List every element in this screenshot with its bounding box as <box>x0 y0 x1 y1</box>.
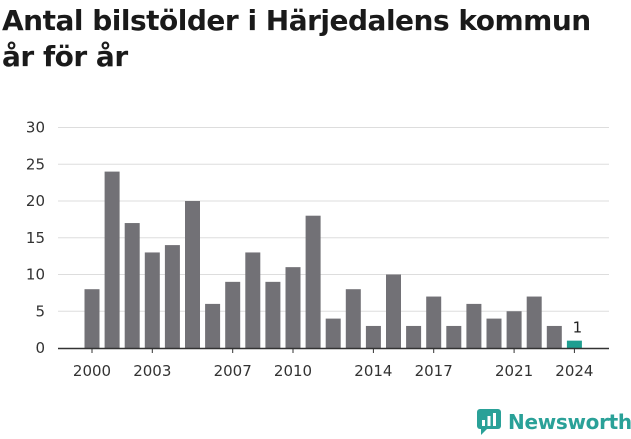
x-tick-label: 2010 <box>274 362 312 380</box>
bar-2009 <box>265 281 281 348</box>
y-tick-label: 10 <box>26 266 45 284</box>
bar-2012 <box>325 318 341 348</box>
x-tick-label: 2014 <box>354 362 392 380</box>
bar-2016 <box>406 325 422 348</box>
bar-2001 <box>104 171 120 348</box>
y-tick-label: 0 <box>35 339 45 357</box>
x-tick-label: 2021 <box>495 362 533 380</box>
data-label-2024: 1 <box>573 319 583 337</box>
chart-title: Antal bilstölder i Härjedalens kommun år… <box>2 4 591 73</box>
y-tick-label: 30 <box>26 119 45 137</box>
bar-2003 <box>144 252 160 348</box>
bar-2021 <box>506 311 522 348</box>
data-labels: 1 <box>573 319 583 337</box>
y-axis-ticks: 0 5 10 15 20 25 30 <box>26 119 45 358</box>
x-tick-label: 2007 <box>214 362 252 380</box>
bar-2017 <box>426 296 442 348</box>
bar-2022 <box>526 296 542 348</box>
bar-2008 <box>245 252 261 348</box>
bar-2024 <box>566 340 582 348</box>
bar-2019 <box>466 303 482 348</box>
y-tick-label: 5 <box>35 302 45 320</box>
y-tick-label: 15 <box>26 229 45 247</box>
bar-2011 <box>305 215 321 348</box>
bar-2010 <box>285 267 301 348</box>
brand-logo: Newsworthy <box>476 406 631 438</box>
bar-2013 <box>345 289 361 348</box>
bar-2018 <box>446 325 462 348</box>
bar-2006 <box>205 303 221 348</box>
bar-2000 <box>84 289 100 348</box>
bar-2014 <box>365 325 381 348</box>
bar-2015 <box>386 274 401 348</box>
x-tick-label: 2003 <box>133 362 171 380</box>
bar-2005 <box>185 201 200 348</box>
y-tick-label: 20 <box>26 192 45 210</box>
bar-2020 <box>486 318 502 348</box>
bar-2004 <box>164 245 180 348</box>
bar-2002 <box>124 223 140 348</box>
newsworthy-logo-icon <box>477 409 501 435</box>
x-axis-ticks: 2000 2003 2007 2010 2014 2017 2021 2024 <box>73 348 593 380</box>
y-tick-label: 25 <box>26 155 45 173</box>
gridlines <box>58 127 609 312</box>
x-tick-label: 2024 <box>555 362 593 380</box>
x-tick-label: 2017 <box>415 362 453 380</box>
brand-name: Newsworthy <box>508 410 631 434</box>
x-tick-label: 2000 <box>73 362 111 380</box>
bars <box>84 171 582 348</box>
bar-2023 <box>546 325 562 348</box>
bar-2007 <box>225 281 241 348</box>
